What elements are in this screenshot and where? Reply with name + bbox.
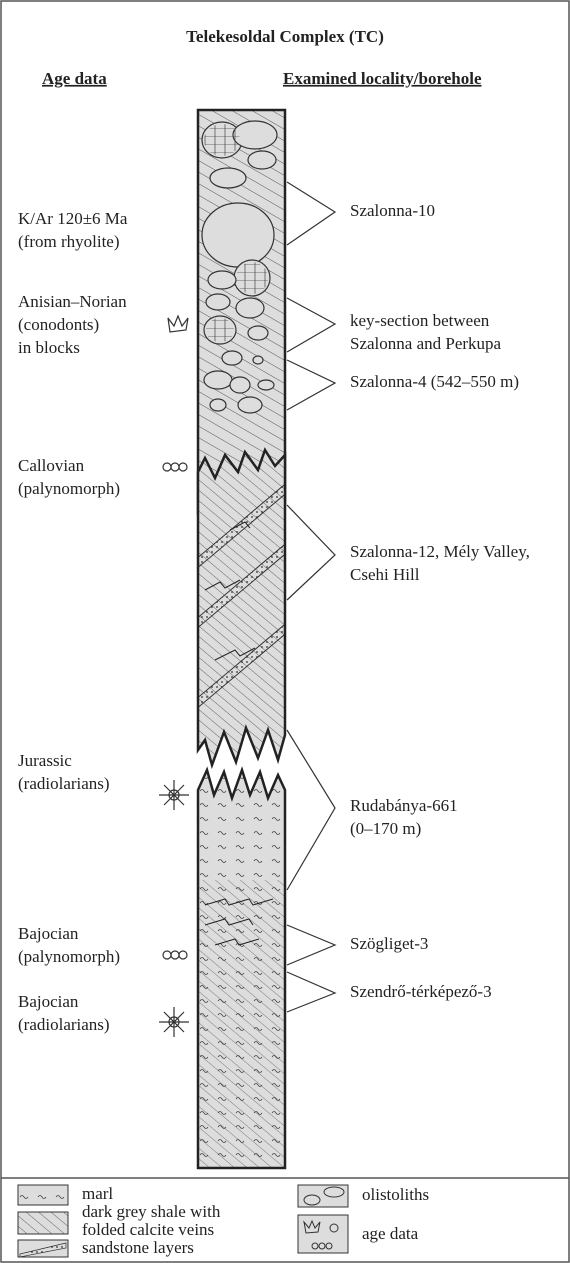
age-text: (radiolarians)	[18, 1015, 110, 1034]
locality-text: Csehi Hill	[350, 565, 420, 584]
age-text: (conodonts)	[18, 315, 99, 334]
locality-text: Szendrő-térképező-3	[350, 982, 492, 1001]
leader-lines	[287, 182, 335, 1012]
locality-text: Rudabánya-661	[350, 796, 458, 815]
age-data: K/Ar 120±6 Ma (from rhyolite) Anisian–No…	[18, 209, 128, 1034]
age-text: (radiolarians)	[18, 774, 110, 793]
locality-text: Szalonna-12, Mély Valley,	[350, 542, 530, 561]
legend-text: age data	[362, 1224, 419, 1243]
age-text: (from rhyolite)	[18, 232, 120, 251]
title: Telekesoldal Complex (TC)	[186, 27, 384, 46]
age-text: Anisian–Norian	[18, 292, 127, 311]
locality-text: key-section between	[350, 311, 490, 330]
page: {"title":"Telekesoldal Complex (TC)", "h…	[0, 0, 570, 1263]
locality-text: (0–170 m)	[350, 819, 421, 838]
age-text: Callovian	[18, 456, 85, 475]
age-text: K/Ar 120±6 Ma	[18, 209, 128, 228]
column-marl	[195, 765, 290, 1175]
legend-text: folded calcite veins	[82, 1220, 214, 1239]
legend-text: olistoliths	[362, 1185, 429, 1204]
header: Examined locality/borehole	[283, 69, 482, 88]
localities: Szalonna-10 key-section between Szalonna…	[350, 201, 530, 1001]
age-text: Jurassic	[18, 751, 72, 770]
locality-text: Szalonna-4 (542–550 m)	[350, 372, 519, 391]
legend-text: dark grey shale with	[82, 1202, 221, 1221]
locality-text: Szalonna-10	[350, 201, 435, 220]
header: Age data	[42, 69, 107, 88]
locality-text: Szögliget-3	[350, 934, 428, 953]
legend: marl dark grey shale with folded calcite…	[1, 1178, 569, 1257]
age-text: (palynomorph)	[18, 479, 120, 498]
column-sandstone-shale	[195, 445, 290, 775]
age-text: Bajocian	[18, 992, 79, 1011]
diagram: Telekesoldal Complex (TC) Age data Exami…	[0, 0, 570, 1263]
age-text: Bajocian	[18, 924, 79, 943]
legend-text: marl	[82, 1184, 113, 1203]
legend-text: sandstone layers	[82, 1238, 194, 1257]
locality-text: Szalonna and Perkupa	[350, 334, 502, 353]
age-text: in blocks	[18, 338, 80, 357]
age-text: (palynomorph)	[18, 947, 120, 966]
age-icons	[159, 316, 189, 1037]
